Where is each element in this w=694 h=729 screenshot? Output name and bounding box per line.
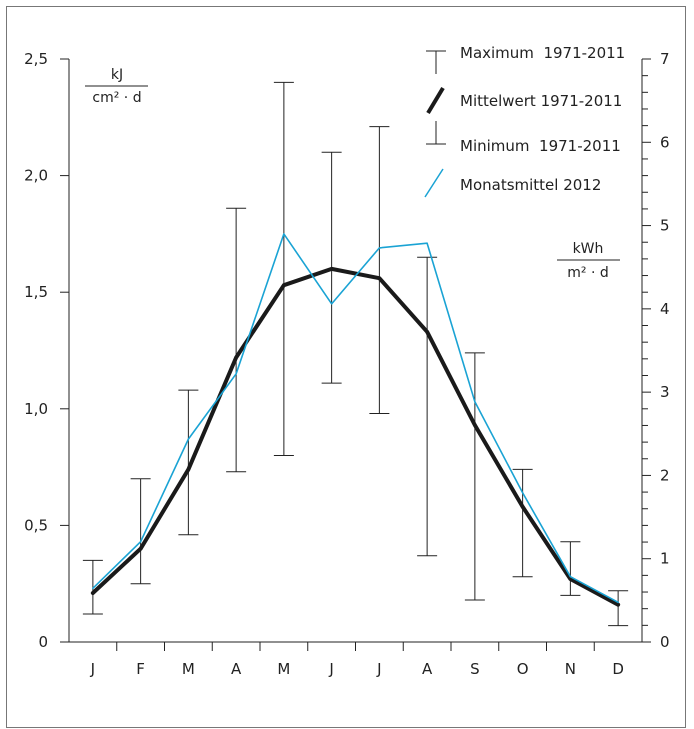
left-tick-label: 1,0: [24, 400, 48, 418]
x-tick-label: N: [565, 660, 576, 678]
legend-maximum-label: Maximum 1971-2011: [460, 44, 625, 62]
right-tick-label: 6: [660, 133, 670, 151]
left-tick-label: 2,5: [24, 50, 48, 68]
left-tick-label: 1,5: [24, 283, 48, 301]
x-tick-label: F: [136, 660, 145, 678]
x-tick-label: D: [612, 660, 624, 678]
right-unit-denominator: m² · d: [567, 265, 609, 281]
left-y-ticks: 0 0,5 1,0 1,5 2,0 2,5: [24, 50, 69, 651]
legend-item-minimum: Minimum 1971-2011: [426, 121, 621, 155]
right-y-ticks: 0 1 2 3 4 5 6 7: [642, 50, 670, 651]
left-unit-denominator: cm² · d: [92, 90, 141, 106]
legend-item-mittelwert: Mittelwert 1971-2011: [426, 86, 622, 115]
right-tick-label: 4: [660, 300, 670, 318]
legend-monatsmittel-label: Monatsmittel 2012: [460, 176, 601, 194]
x-tick-label: J: [376, 660, 381, 678]
legend-monatsmittel-symbol: [424, 168, 444, 198]
legend: Maximum 1971-2011 Mittelwert 1971-2011 M…: [424, 44, 625, 198]
left-tick-label: 0: [38, 633, 48, 651]
right-unit-numerator: kWh: [573, 241, 604, 257]
x-tick-label: M: [182, 660, 195, 678]
right-tick-label: 5: [660, 217, 670, 235]
x-tick-label: M: [277, 660, 290, 678]
legend-minimum-label: Minimum 1971-2011: [460, 137, 621, 155]
chart-frame: [6, 6, 686, 728]
mittelwert-line: [90, 266, 621, 607]
right-tick-label: 1: [660, 550, 670, 568]
right-tick-label: 7: [660, 50, 670, 68]
left-tick-label: 2,0: [24, 167, 48, 185]
left-unit-numerator: kJ: [111, 67, 123, 83]
min-max-error-bars: [82, 81, 629, 627]
left-unit-label: kJ cm² · d: [85, 67, 148, 106]
monatsmittel-2012-line: [92, 233, 619, 604]
legend-mittelwert-label: Mittelwert 1971-2011: [460, 92, 622, 110]
right-tick-label: 2: [660, 466, 670, 484]
x-tick-label: A: [231, 660, 242, 678]
x-tick-label: J: [328, 660, 333, 678]
x-tick-label: O: [517, 660, 529, 678]
x-tick-label: J: [90, 660, 95, 678]
legend-mittelwert-symbol: [426, 86, 445, 115]
legend-item-maximum: Maximum 1971-2011: [426, 44, 625, 74]
right-tick-label: 3: [660, 383, 670, 401]
legend-item-monatsmittel: Monatsmittel 2012: [424, 168, 601, 198]
series-lines: [90, 233, 621, 607]
x-tick-label: A: [422, 660, 433, 678]
x-tick-label: S: [470, 660, 480, 678]
right-unit-label: kWh m² · d: [557, 241, 620, 281]
right-tick-label: 0: [660, 633, 670, 651]
left-tick-label: 0,5: [24, 516, 48, 534]
